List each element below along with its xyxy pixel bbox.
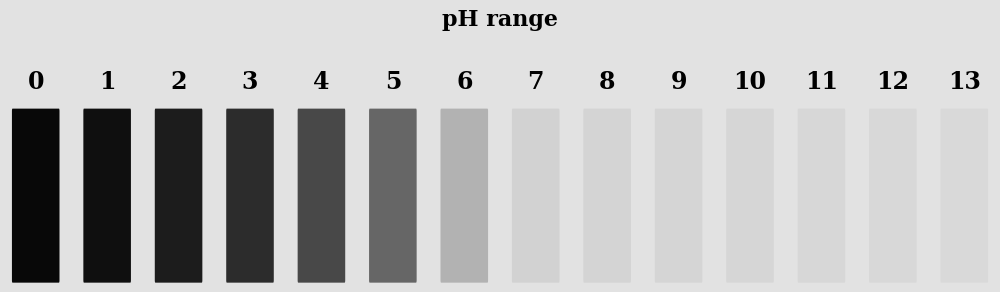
- FancyBboxPatch shape: [226, 109, 274, 283]
- FancyBboxPatch shape: [583, 109, 631, 283]
- FancyBboxPatch shape: [941, 109, 988, 283]
- Text: 0: 0: [27, 70, 44, 94]
- Text: 7: 7: [527, 70, 544, 94]
- Text: 12: 12: [876, 70, 909, 94]
- FancyBboxPatch shape: [155, 109, 202, 283]
- Text: 5: 5: [385, 70, 401, 94]
- FancyBboxPatch shape: [655, 109, 702, 283]
- Text: 1: 1: [99, 70, 115, 94]
- FancyBboxPatch shape: [369, 109, 417, 283]
- FancyBboxPatch shape: [83, 109, 131, 283]
- FancyBboxPatch shape: [298, 109, 345, 283]
- FancyBboxPatch shape: [869, 109, 917, 283]
- Text: 10: 10: [734, 70, 767, 94]
- Text: 4: 4: [313, 70, 330, 94]
- FancyBboxPatch shape: [512, 109, 560, 283]
- Text: 9: 9: [670, 70, 687, 94]
- FancyBboxPatch shape: [726, 109, 774, 283]
- Text: pH range: pH range: [442, 9, 558, 32]
- FancyBboxPatch shape: [440, 109, 488, 283]
- Text: 8: 8: [599, 70, 615, 94]
- Text: 3: 3: [242, 70, 258, 94]
- Text: 6: 6: [456, 70, 473, 94]
- Text: 13: 13: [948, 70, 981, 94]
- FancyBboxPatch shape: [12, 109, 60, 283]
- Text: 2: 2: [170, 70, 187, 94]
- Text: 11: 11: [805, 70, 838, 94]
- FancyBboxPatch shape: [798, 109, 845, 283]
